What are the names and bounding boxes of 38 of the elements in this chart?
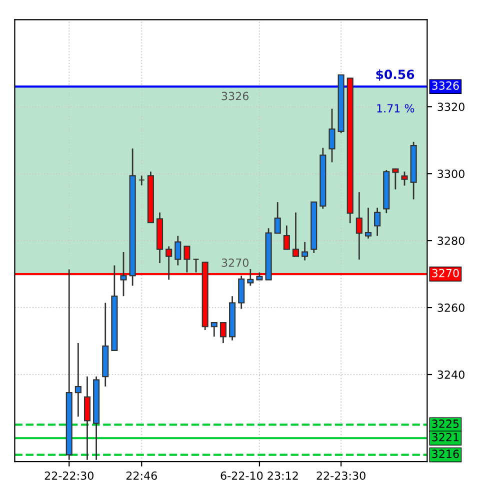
candlestick (210, 322, 218, 338)
ref-line-label: 3326 (432, 81, 459, 90)
candlestick (120, 251, 127, 297)
candlestick (392, 168, 399, 190)
ref-line-label: 3270 (432, 268, 459, 278)
candlestick (292, 212, 300, 258)
x-tick-label: 22:46 (126, 471, 157, 480)
candlestick (302, 241, 308, 262)
candlestick (84, 376, 91, 461)
annotation: 1.71 % (377, 104, 414, 112)
annotation: 3326 (222, 92, 249, 100)
candlestick (238, 275, 245, 310)
candlestick (174, 235, 182, 266)
candlestick (247, 268, 254, 286)
annotation: $0.56 (376, 69, 414, 81)
ref-line-label: 3225 (432, 420, 459, 428)
y-tick-label: 3320 (438, 102, 464, 112)
y-tick-label: 3240 (438, 370, 464, 379)
candlestick (274, 201, 281, 234)
y-tick-label: 3280 (438, 236, 464, 245)
candlestick (283, 224, 290, 250)
y-tick-label: 3300 (438, 170, 464, 178)
annotation: 3270 (222, 258, 248, 267)
ref-line-label: 3221 (432, 432, 459, 442)
candlestick (356, 191, 362, 260)
candlestick (328, 108, 336, 163)
candlestick (192, 258, 200, 274)
x-tick-label: 22-22:30 (44, 471, 94, 480)
ref-line-label: 3216 (432, 450, 459, 458)
y-tick-label: 3260 (438, 304, 464, 312)
candlestick (374, 207, 381, 237)
candlestick (401, 170, 408, 186)
candlestick (364, 207, 372, 240)
candlestick (74, 342, 82, 418)
x-tick-label: 22-23:30 (316, 471, 366, 480)
x-tick-label: 6-22-10 23:12 (220, 471, 298, 480)
candlestick (220, 322, 226, 344)
candlestick (138, 174, 145, 186)
